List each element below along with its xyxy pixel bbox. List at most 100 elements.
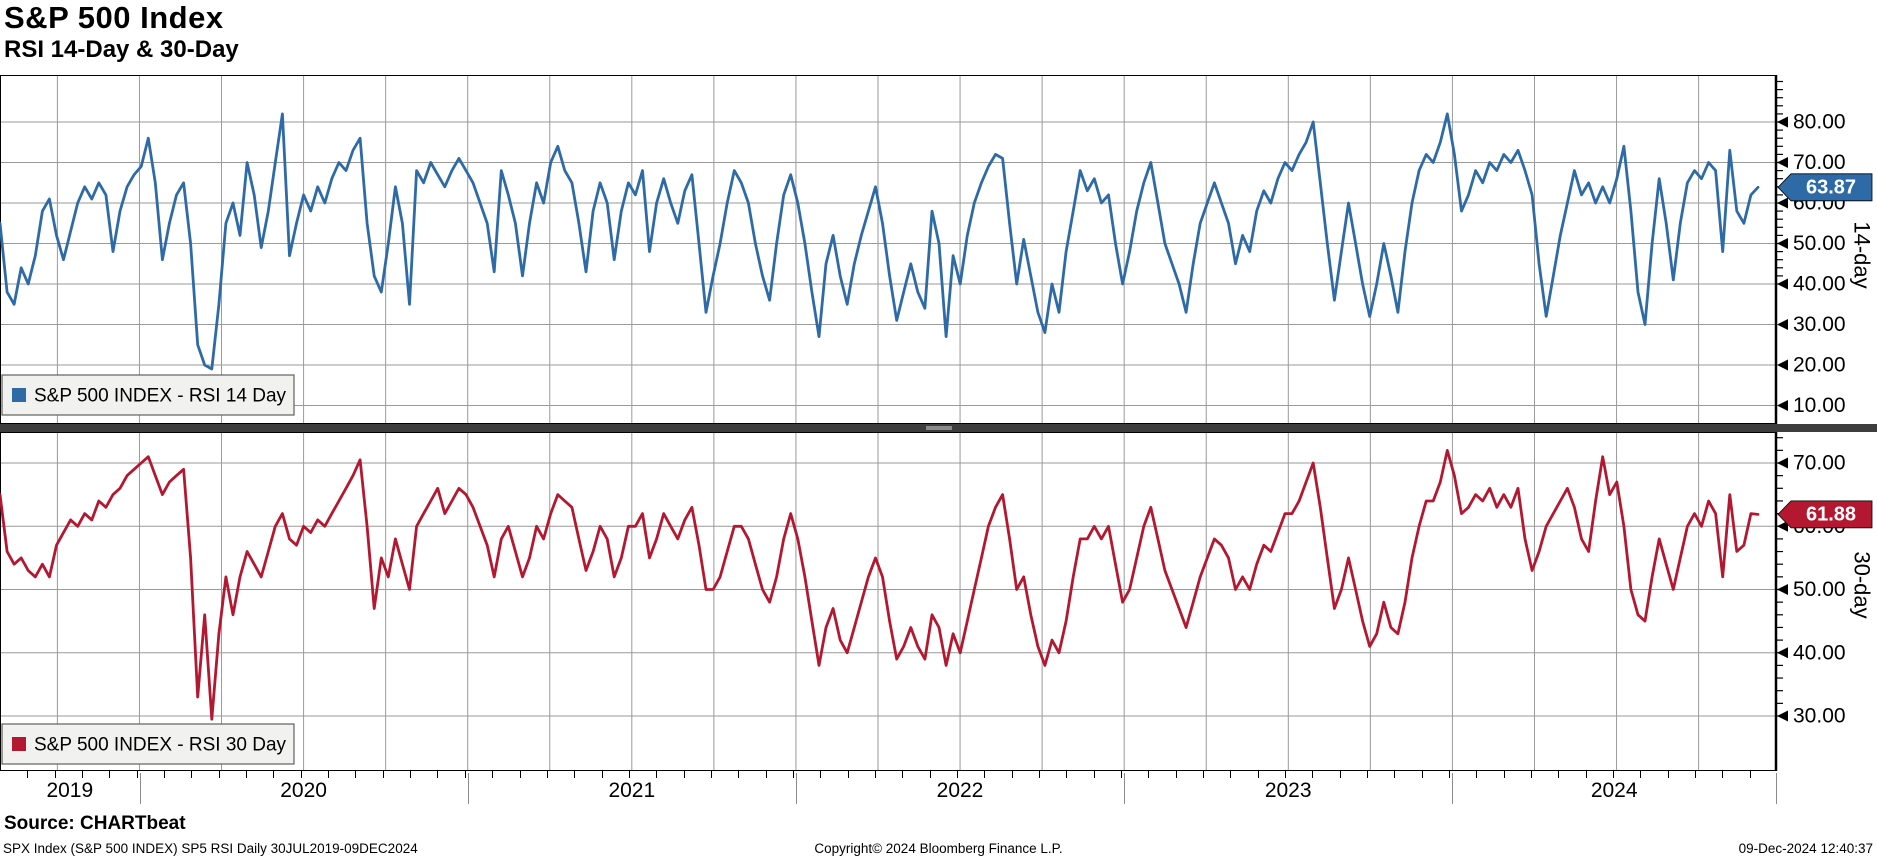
x-axis-month-tick (765, 771, 767, 778)
y-axis-title: 14-day (1850, 221, 1875, 288)
x-axis-month-tick (874, 771, 876, 778)
x-axis-month-tick (1531, 771, 1532, 778)
x-axis-month-tick (519, 771, 521, 778)
y-axis-tick-label: 30.00 (1793, 313, 1846, 336)
y-axis-tick-arrow-icon (1777, 238, 1788, 249)
x-axis-month-tick (355, 771, 357, 778)
y-axis-tick-label: 10.00 (1793, 394, 1846, 417)
y-axis-tick-arrow-icon (1777, 116, 1788, 128)
legend[interactable]: S&P 500 INDEX - RSI 14 Day (1, 374, 295, 416)
x-axis-month-tick (464, 771, 466, 778)
plot-frame (0, 432, 1776, 771)
x-axis-month-tick (1585, 771, 1587, 778)
x-axis-month-tick (628, 771, 630, 778)
x-axis-month-tick (300, 771, 302, 778)
x-axis-month-tick (738, 771, 740, 778)
x-axis-month-tick (902, 771, 904, 778)
rsi-30-day-chart-panel[interactable]: 30.0040.0050.0060.0070.0061.8830-dayS&P … (0, 432, 1877, 771)
y-axis-tick-label: 70.00 (1793, 151, 1846, 174)
legend-box[interactable] (1, 723, 295, 765)
y-axis-tick-label: 50.00 (1793, 232, 1846, 255)
x-axis-month-tick (710, 771, 712, 778)
x-axis-month-tick (492, 771, 494, 778)
x-axis-month-tick (1722, 771, 1724, 778)
x-axis-month-tick (956, 771, 958, 778)
y-axis-title: 30-day (1850, 551, 1875, 618)
x-axis-month-tick (1066, 771, 1068, 778)
x-axis-month-tick (382, 771, 384, 778)
legend[interactable]: S&P 500 INDEX - RSI 30 Day (1, 723, 295, 765)
x-axis-month-tick (1175, 771, 1177, 778)
rsi-line-series (0, 448, 1760, 721)
x-axis-month-tick (1148, 771, 1150, 778)
x-axis-month-tick (1749, 771, 1751, 778)
y-axis-tick-label: 80.00 (1793, 111, 1846, 134)
x-axis-month-tick (601, 771, 603, 778)
footer: SPX Index (S&P 500 INDEX) SP5 RSI Daily … (0, 841, 1877, 859)
plot-frame (0, 75, 1776, 424)
x-axis-month-tick (1093, 771, 1095, 778)
x-axis-month-tick (1667, 771, 1669, 778)
x-axis-month-tick (328, 771, 330, 778)
x-axis-month-tick (218, 771, 220, 778)
page-subtitle: RSI 14-Day & 30-Day (4, 36, 239, 63)
y-axis-tick-label: 40.00 (1793, 273, 1846, 296)
x-axis-year-label: 2024 (1590, 779, 1638, 802)
x-axis-month-tick (1503, 771, 1505, 778)
y-axis-tick-arrow-icon (1777, 278, 1788, 290)
x-axis-month-tick (1476, 771, 1478, 778)
x-axis-month-tick (1339, 771, 1341, 778)
legend-label: S&P 500 INDEX - RSI 30 Day (34, 735, 287, 756)
y-axis-tick-label: 50.00 (1793, 578, 1846, 601)
y-axis-tick-arrow-icon (1777, 584, 1788, 595)
legend-box[interactable] (1, 374, 295, 416)
x-axis-month-tick (1558, 771, 1560, 778)
x-axis-year-separator (795, 773, 797, 804)
x-axis-month-tick (1312, 771, 1314, 778)
x-axis-year-label: 2021 (608, 779, 656, 802)
panel-divider-grip-icon (925, 426, 952, 430)
x-axis-month-tick (929, 771, 931, 778)
x-axis-year-separator (467, 773, 469, 804)
x-axis-month-tick (136, 771, 138, 778)
x-axis-month-tick (1695, 771, 1697, 778)
x-axis-month-tick (574, 771, 576, 778)
x-axis-month-tick (1394, 771, 1396, 778)
y-axis-tick-arrow-icon (1777, 647, 1788, 659)
x-axis-month-tick (820, 771, 822, 778)
x-axis-year-separator (1452, 773, 1454, 804)
y-axis-tick-arrow-icon (1777, 457, 1788, 469)
x-axis-month-tick (410, 771, 412, 778)
x-axis-year-label: 2022 (936, 779, 984, 802)
x-axis-month-tick (1613, 771, 1615, 778)
x-axis-month-tick (1203, 771, 1204, 778)
x-axis-month-tick (1367, 771, 1368, 778)
rsi-14-day-chart-panel[interactable]: 10.0020.0030.0040.0050.0060.0070.0080.00… (0, 75, 1877, 424)
x-axis-month-tick (191, 771, 193, 778)
chart-header: S&P 500 Index RSI 14-Day & 30-Day (4, 0, 239, 64)
legend-label: S&P 500 INDEX - RSI 14 Day (34, 386, 287, 407)
legend-marker-icon (12, 737, 26, 751)
y-axis-tick-arrow-icon (1777, 157, 1788, 168)
x-axis-month-tick (683, 771, 685, 778)
footer-ticker-info: SPX Index (S&P 500 INDEX) SP5 RSI Daily … (3, 841, 418, 856)
x-axis-month-tick (246, 771, 248, 778)
x-axis-year-separator (139, 773, 141, 804)
panel-divider[interactable] (0, 424, 1877, 432)
last-value-tag (1777, 173, 1873, 202)
x-axis-month-tick (1449, 771, 1450, 778)
x-axis-month-tick (546, 771, 548, 778)
rsi-line-series (0, 112, 1760, 371)
x-axis-month-tick (1011, 771, 1013, 778)
x-axis-year-separator (1776, 773, 1777, 804)
x-axis-month-tick (437, 771, 439, 778)
legend-marker-icon (12, 388, 26, 402)
footer-timestamp: 09-Dec-2024 12:40:37 (1738, 841, 1873, 856)
y-axis-tick-arrow-icon (1777, 359, 1788, 371)
x-axis-year-separator (1124, 773, 1126, 804)
y-axis-tick-arrow-icon (1777, 400, 1788, 411)
x-axis-month-tick (27, 771, 29, 778)
last-value-tag (1777, 500, 1873, 529)
x-axis-month-tick (792, 771, 794, 778)
